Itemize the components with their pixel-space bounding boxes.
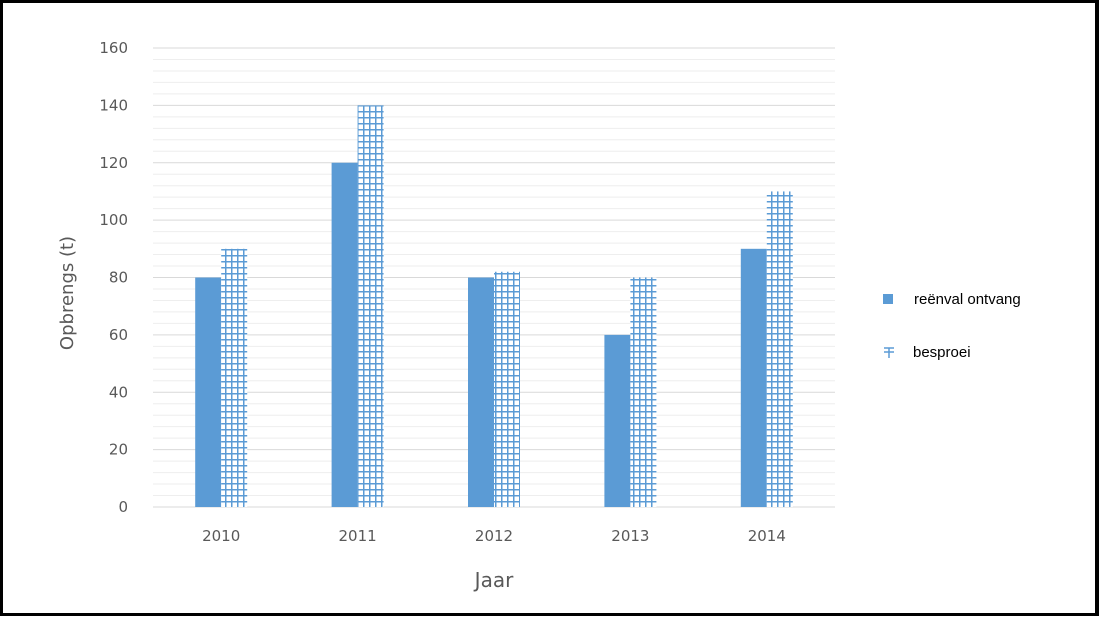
bar-reenval-2010 [195,277,222,507]
y-tick-label: 20 [109,441,128,459]
legend-swatch-grid-icon [884,347,894,358]
y-tick-label: 160 [99,39,128,57]
bar-besproei-2012 [494,271,520,507]
x-tick-label: 2014 [748,527,786,545]
bar-reenval-2014 [740,248,767,507]
x-tick-label: 2011 [339,527,377,545]
bar-besproei-2010 [221,248,248,507]
legend-label: reënval ontvang [914,291,1021,308]
y-tick-label: 60 [109,326,128,344]
y-tick-label: 40 [109,383,128,401]
x-axis-title: Jaar [473,568,514,592]
y-tick-label: 100 [99,211,128,229]
bars [195,105,793,507]
x-tick-label: 2010 [202,527,240,545]
y-tick-label: 120 [99,154,128,172]
x-tick-label: 2013 [611,527,649,545]
bar-besproei-2011 [357,105,384,507]
bar-reenval-2013 [604,334,631,507]
legend: reënval ontvang besproei [883,291,1021,361]
legend-swatch-solid-icon [883,294,893,304]
y-tick-label: 0 [118,498,128,516]
bar-besproei-2014 [766,191,793,507]
legend-label: besproei [913,344,971,361]
bar-reenval-2011 [331,162,358,507]
bar-reenval-2012 [468,277,494,507]
y-axis-ticks: 0 20 40 60 80 100 120 140 160 [99,39,128,516]
bar-besproei-2013 [630,277,657,507]
x-axis-ticks: 2010 2011 2012 2013 2014 [202,527,786,545]
y-tick-label: 140 [99,96,128,114]
x-tick-label: 2012 [475,527,513,545]
y-tick-label: 80 [109,269,128,287]
y-axis-title: Opbrengs (t) [57,236,78,350]
